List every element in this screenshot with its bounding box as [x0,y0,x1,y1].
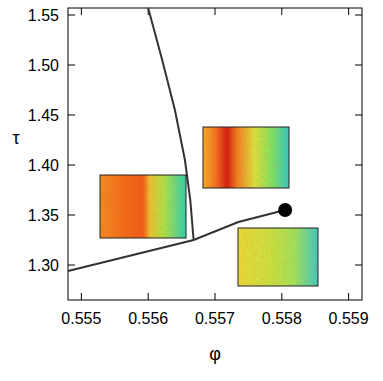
y-tick [355,15,362,16]
y-tick-label: 1.50 [28,57,59,74]
x-axis-label: φ [209,344,221,364]
y-tick [355,115,362,116]
y-tick [68,215,75,216]
x-tick [148,293,149,300]
y-tick-label: 1.55 [28,7,59,24]
y-tick [68,265,75,266]
y-tick [355,215,362,216]
x-tick [281,293,282,300]
x-tick-label: 0.555 [61,310,101,327]
x-tick-label: 0.559 [329,310,369,327]
y-tick [68,165,75,166]
critical-point-circle [278,203,292,217]
y-tick-label: 1.30 [28,257,59,274]
inset-image [238,228,318,286]
x-tick [348,293,349,300]
y-tick-label: 1.35 [28,207,59,224]
inset-image [100,175,186,238]
y-tick [68,65,75,66]
x-tick [281,8,282,15]
y-tick-label: 1.45 [28,107,59,124]
x-tick [81,8,82,15]
x-tick [348,8,349,15]
x-tick-label: 0.556 [128,310,168,327]
x-tick [215,293,216,300]
y-tick-label: 1.40 [28,157,59,174]
y-axis-label: τ [12,128,19,148]
x-tick [81,293,82,300]
chart: 0.555 0.556 0.557 0.558 0.559 1.30 1.35 1.40 1.4… [0,0,383,381]
inset-border [203,127,289,188]
inset-image [203,127,289,188]
inset-border [100,175,186,238]
y-tick [355,165,362,166]
inset-noise [203,127,289,188]
y-tick [68,115,75,116]
x-tick-label: 0.558 [262,310,302,327]
y-tick [355,265,362,266]
inset-border [238,228,318,286]
y-tick [68,15,75,16]
x-tick [215,8,216,15]
x-tick-label: 0.557 [195,310,235,327]
y-tick [355,65,362,66]
inset-noise [238,228,318,286]
inset-noise [100,175,186,238]
plot-frame [68,8,362,300]
